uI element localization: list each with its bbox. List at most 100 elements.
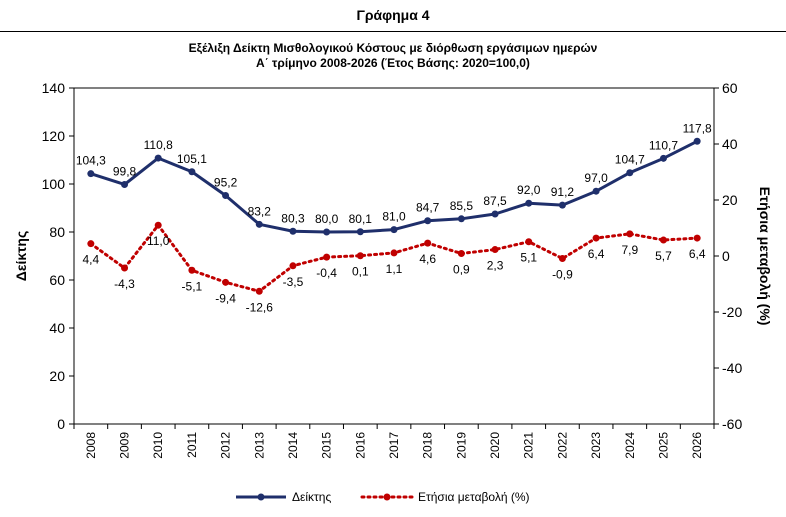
series-change-data-label: 2,3 <box>487 259 504 273</box>
x-tick-label: 2008 <box>84 432 98 459</box>
series-index-point <box>87 170 95 178</box>
series-index-data-label: 110,7 <box>649 138 678 152</box>
series-index-data-label: 80,1 <box>349 212 373 226</box>
x-tick-label: 2023 <box>589 432 603 459</box>
series-index-data-label: 95,2 <box>214 176 238 190</box>
x-tick-label: 2020 <box>488 432 502 459</box>
series-change-data-label: -3,5 <box>283 275 304 289</box>
left-tick-label: 20 <box>49 368 65 384</box>
right-tick-label: 40 <box>722 136 738 152</box>
series-change-data-label: -0,9 <box>552 268 573 282</box>
series-index-data-label: 105,1 <box>177 152 207 166</box>
series-index-data-label: 117,8 <box>683 121 712 135</box>
series-index-point <box>424 217 432 225</box>
series-change-data-label: 0,9 <box>453 262 470 276</box>
series-change-data-label: 4,4 <box>82 253 99 267</box>
series-index-data-label: 80,3 <box>281 211 305 225</box>
series-change-data-label: 1,1 <box>386 262 403 276</box>
series-index-data-label: 81,0 <box>382 210 406 224</box>
series-index-point <box>525 199 533 207</box>
legend-change-marker <box>383 493 391 501</box>
series-index-data-label: 104,7 <box>615 153 645 167</box>
series-index-point <box>323 228 331 236</box>
left-tick-label: 80 <box>49 224 65 240</box>
series-change-data-label: -0,4 <box>316 266 337 280</box>
series-index-point <box>558 201 566 209</box>
right-tick-label: 20 <box>722 192 738 208</box>
series-index-data-label: 87,5 <box>483 194 507 208</box>
right-tick-label: 0 <box>722 248 730 264</box>
x-tick-label: 2013 <box>252 432 266 459</box>
x-tick-label: 2016 <box>353 432 367 459</box>
series-index-data-label: 91,2 <box>551 185 575 199</box>
series-index-point <box>154 154 162 162</box>
series-index-data-label: 97,0 <box>584 171 608 185</box>
heading-divider <box>0 31 786 32</box>
x-tick-label: 2011 <box>185 432 199 458</box>
series-index-data-label: 84,7 <box>416 201 440 215</box>
axes-layer: 0 20 40 60 80 100 120 140 -60 -40 -20 0 20 40 60 2008 20… <box>42 80 743 459</box>
x-tick-label: 2009 <box>118 432 132 459</box>
series-change-point <box>457 249 465 257</box>
series-index-point <box>491 210 499 218</box>
series-layer: 104,3 99,8 110,8 105,1 95,2 83,2 80,3 80,0 80,1 8… <box>76 121 712 314</box>
left-tick-label: 40 <box>49 320 65 336</box>
x-tick-label: 2018 <box>421 432 435 459</box>
series-change-point <box>255 287 263 295</box>
x-tick-label: 2024 <box>623 432 637 459</box>
series-change-point <box>356 252 364 260</box>
x-tick-label: 2019 <box>454 432 468 459</box>
series-index-point <box>121 180 129 188</box>
series-change-data-label: 4,6 <box>419 252 436 266</box>
right-axis-label: Ετήσια μεταβολή (%) <box>757 187 773 326</box>
left-tick-label: 0 <box>57 416 65 432</box>
left-tick-label: 120 <box>42 128 66 144</box>
series-change-point <box>626 230 634 238</box>
series-change-point <box>424 239 432 247</box>
series-change-point <box>154 221 162 229</box>
series-change-data-label: 11,0 <box>147 234 170 248</box>
legend: Δείκτης Ετήσια μεταβολή (%) <box>236 490 530 504</box>
series-index-data-label: 110,8 <box>144 138 173 152</box>
series-index-data-label: 92,0 <box>517 183 541 197</box>
right-tick-label: -20 <box>722 304 742 320</box>
series-index-data-label: 80,0 <box>315 212 339 226</box>
right-tick-label: 60 <box>722 80 738 96</box>
series-change-point <box>592 234 600 242</box>
series-change-point <box>491 246 499 254</box>
series-index-data-label: 99,8 <box>113 164 137 178</box>
series-change-data-label: 7,9 <box>621 243 638 257</box>
left-axis-label: Δείκτης <box>13 231 29 281</box>
series-index-point <box>693 137 701 145</box>
series-index-point <box>592 187 600 195</box>
series-change-point <box>87 240 95 248</box>
series-index-point <box>659 154 667 162</box>
series-change-data-label: -12,6 <box>246 300 274 314</box>
series-change-point <box>289 262 297 270</box>
series-change-data-label: 6,4 <box>588 247 605 261</box>
series-index-point <box>390 226 398 234</box>
left-tick-label: 140 <box>42 80 66 96</box>
chart-title-line-1: Εξέλιξη Δείκτη Μισθολογικού Κόστους με δ… <box>189 41 598 55</box>
x-tick-label: 2010 <box>151 432 165 459</box>
series-change-data-label: 6,4 <box>689 247 706 261</box>
series-index-point <box>188 168 196 176</box>
series-index-data-label: 85,5 <box>450 199 474 213</box>
series-change-data-label: 0,1 <box>352 265 369 279</box>
legend-change-label: Ετήσια μεταβολή (%) <box>418 490 530 504</box>
series-index-point <box>356 228 364 236</box>
series-change-point <box>390 249 398 257</box>
series-change-point <box>659 236 667 244</box>
series-change-point <box>693 234 701 242</box>
series-change-point <box>558 255 566 263</box>
x-tick-label: 2014 <box>286 432 300 459</box>
x-tick-label: 2012 <box>219 432 233 459</box>
series-change-point <box>121 264 129 272</box>
series-index-point <box>289 227 297 235</box>
series-change-point <box>222 278 230 286</box>
chart-title-line-2: Α΄ τρίμηνο 2008-2026 (Έτος Βάσης: 2020=1… <box>256 56 530 70</box>
series-index-point <box>626 169 634 177</box>
left-tick-label: 100 <box>42 176 66 192</box>
series-change-point <box>525 238 533 246</box>
